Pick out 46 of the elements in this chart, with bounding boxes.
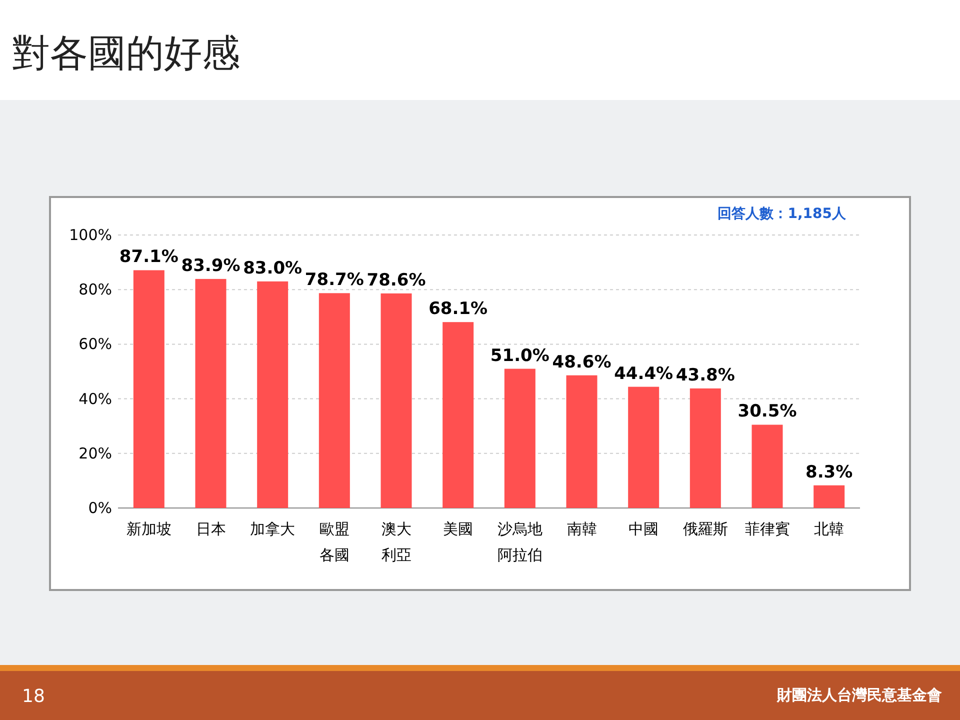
chart-title: 對各國的好感 [12, 31, 240, 75]
bar [318, 293, 350, 508]
bar [752, 424, 783, 508]
bar [257, 281, 288, 508]
x-tick-label: 俄羅斯 [682, 520, 728, 538]
x-tick-label: 澳大利亞 [381, 520, 412, 564]
bar [690, 388, 721, 508]
x-tick-label: 加拿大 [250, 520, 296, 538]
x-tick-label: 美國 [443, 520, 474, 538]
y-tick-label: 100% [69, 226, 112, 244]
bar [504, 368, 536, 508]
x-tick-label: 新加坡 [126, 520, 172, 538]
x-tick-label: 歐盟各國 [319, 520, 350, 564]
x-tick-label: 沙烏地阿拉伯 [497, 520, 542, 564]
y-tick-label: 80% [78, 280, 112, 299]
data-label: 87.1% [119, 247, 178, 268]
bar [814, 485, 845, 508]
text: 財團法人台灣民意基金會 [776, 686, 942, 704]
x-tick-label: 日本 [196, 520, 226, 538]
y-tick-label: 20% [78, 444, 112, 462]
data-label: 83.0% [243, 258, 302, 278]
x-tick-label: 南韓 [566, 520, 597, 538]
data-label: 78.6% [366, 270, 426, 290]
data-label: 51.0% [490, 346, 550, 366]
data-label: 8.3% [806, 462, 853, 482]
bar [380, 293, 412, 508]
data-label: 83.9% [181, 256, 240, 276]
data-label: 68.1% [428, 299, 488, 320]
y-tick-label: 0% [88, 499, 112, 517]
data-label: 44.4% [614, 364, 674, 384]
data-label: 43.8% [676, 365, 735, 386]
text: 回答人數：1,185人 [718, 206, 847, 222]
bar [442, 322, 474, 508]
x-tick-label: 中國 [628, 520, 659, 538]
x-tick-label: 北韓 [814, 520, 844, 538]
bar [566, 375, 598, 508]
bar [628, 386, 660, 508]
y-tick-label: 60% [78, 335, 112, 354]
bar [195, 278, 226, 508]
text: 18 [22, 686, 45, 707]
data-label: 48.6% [552, 352, 612, 372]
bar [133, 270, 164, 508]
data-label: 30.5% [738, 402, 797, 422]
data-label: 78.7% [304, 270, 364, 290]
x-tick-label: 菲律賓 [744, 520, 790, 538]
y-tick-label: 40% [78, 390, 112, 408]
